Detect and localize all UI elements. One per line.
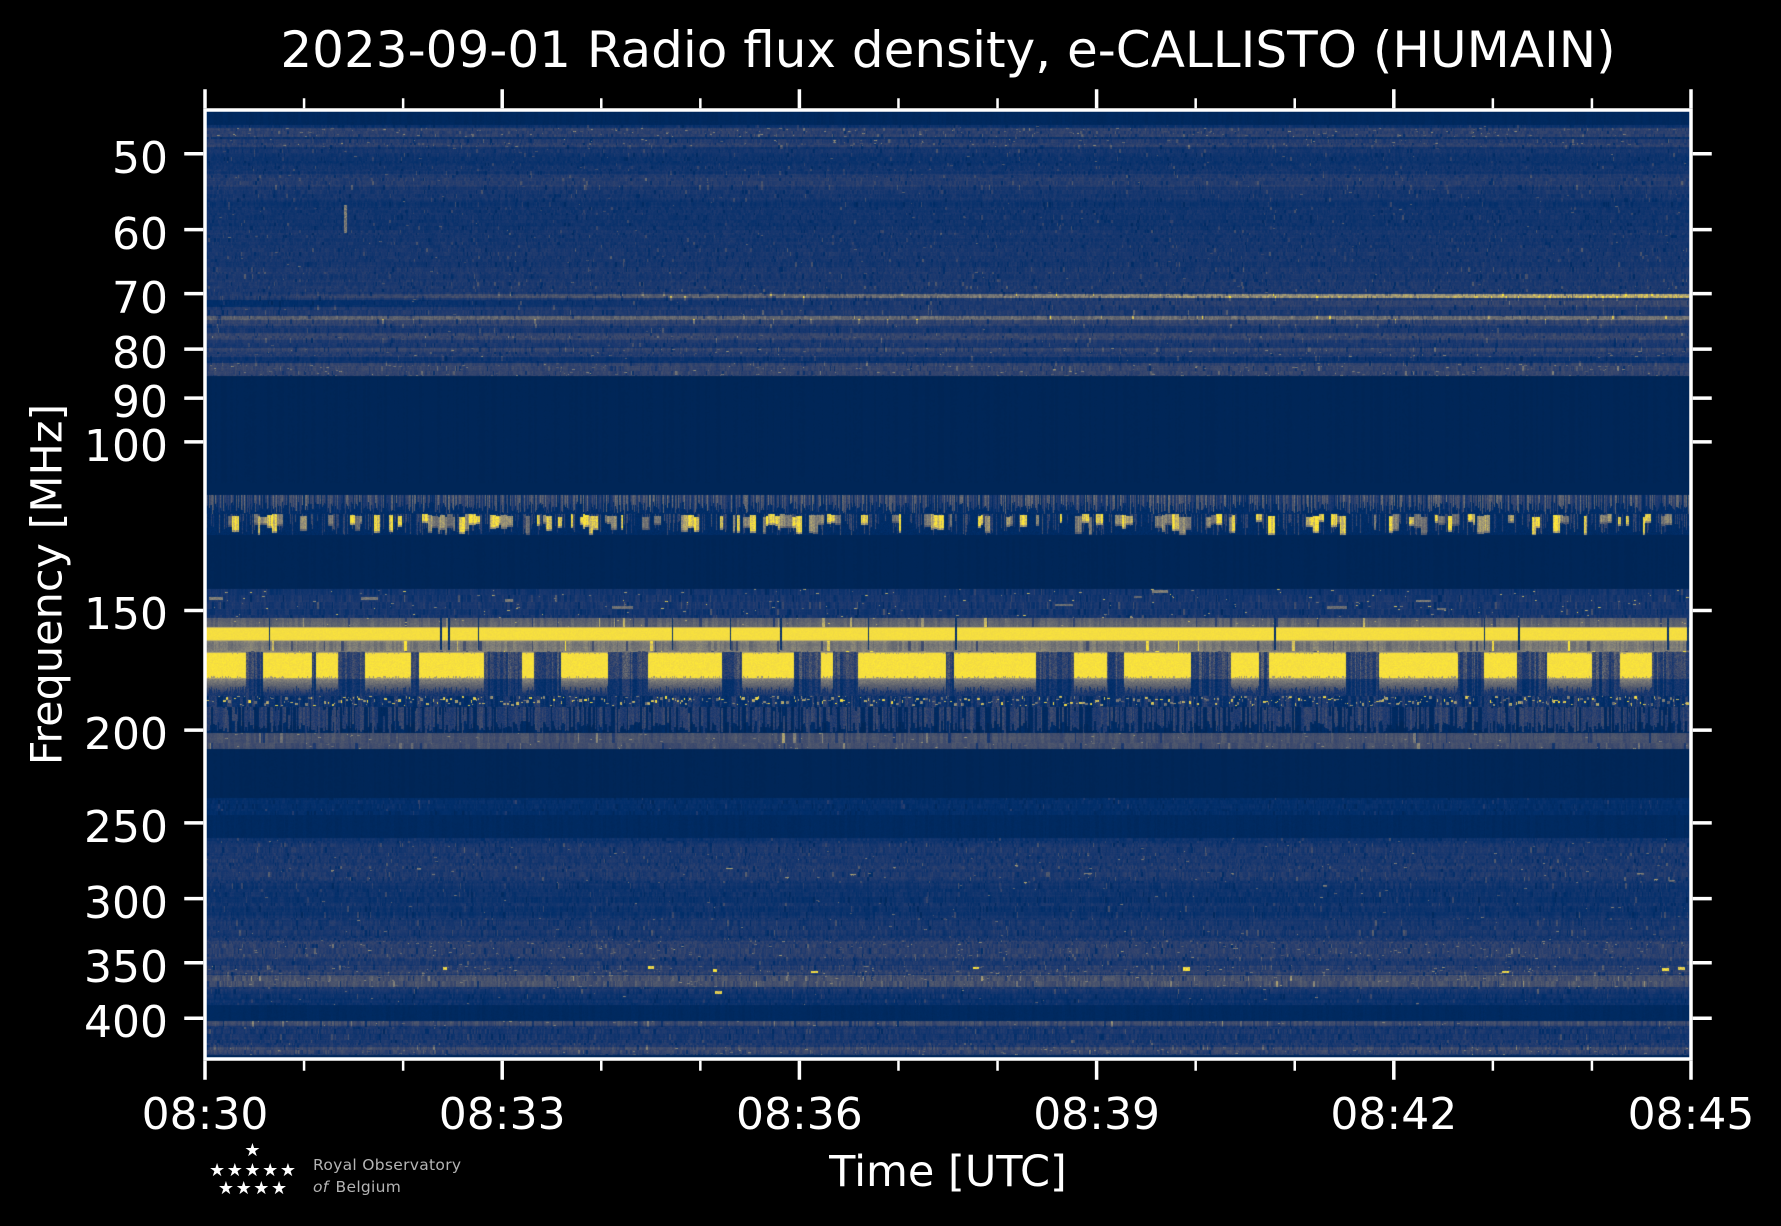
- logo-star-icon: ★: [226, 1159, 243, 1181]
- chart-title: 2023-09-01 Radio flux density, e-CALLIST…: [280, 21, 1616, 79]
- y-tick-label-50: 50: [112, 132, 168, 184]
- logo-star-icon: ★: [209, 1159, 226, 1181]
- logo-star-icon: ★: [270, 1178, 288, 1199]
- logo-text-line2-of: of: [313, 1177, 329, 1196]
- logo-text-line1: Royal Observatory: [313, 1156, 462, 1174]
- logo-star-icon: ★: [279, 1159, 296, 1181]
- logo-star-icon: ★: [217, 1178, 235, 1199]
- logo-star-icon: ★: [244, 1140, 261, 1161]
- logo-text-line2-belgium: Belgium: [335, 1177, 402, 1196]
- logo-star-icon: ★: [235, 1178, 252, 1199]
- y-tick-label-250: 250: [84, 801, 168, 853]
- x-axis-label: Time [UTC]: [829, 1147, 1067, 1197]
- plot-spines: [203, 108, 1693, 1061]
- logo-star-icon: ★: [253, 1178, 270, 1199]
- y-tick-label-300: 300: [84, 877, 168, 929]
- logo-text: Royal Observatory of Belgium: [313, 1155, 461, 1198]
- x-tick-label-08:39: 08:39: [1033, 1089, 1160, 1140]
- y-axis-label: Frequency [MHz]: [22, 403, 73, 766]
- logo-star-icon: ★: [262, 1159, 279, 1181]
- y-tick-label-80: 80: [112, 328, 168, 380]
- spectrogram-canvas: [205, 110, 1691, 1059]
- y-tick-label-400: 400: [84, 997, 168, 1049]
- x-tick-label-08:42: 08:42: [1330, 1089, 1458, 1140]
- x-tick-label-08:30: 08:30: [141, 1089, 269, 1140]
- y-tick-label-90: 90: [112, 377, 168, 429]
- x-tick-label-08:36: 08:36: [735, 1089, 863, 1140]
- y-tick-label-60: 60: [112, 208, 168, 260]
- logo-star-icon: ★: [244, 1159, 261, 1181]
- y-tick-label-150: 150: [84, 589, 168, 641]
- y-tick-label-350: 350: [84, 941, 168, 993]
- y-tick-label-100: 100: [84, 420, 168, 472]
- x-tick-label-08:33: 08:33: [438, 1089, 566, 1140]
- y-tick-label-70: 70: [112, 272, 168, 324]
- y-tick-label-200: 200: [84, 709, 168, 761]
- x-tick-label-08:45: 08:45: [1627, 1089, 1755, 1140]
